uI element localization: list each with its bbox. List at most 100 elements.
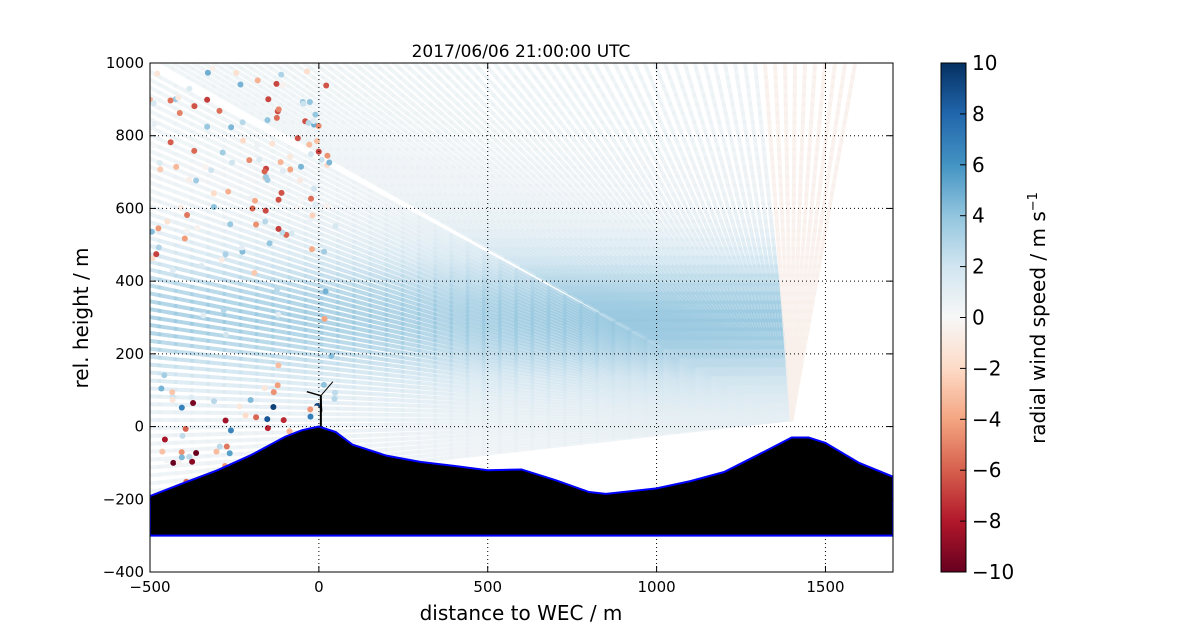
scan-ray-segment — [224, 280, 240, 284]
scan-ray-segment — [467, 376, 483, 378]
scan-ray-segment — [305, 390, 321, 391]
scan-ray-segment — [143, 340, 159, 342]
scan-ray-segment — [435, 393, 451, 394]
scan-ray-segment — [241, 446, 257, 447]
scan-ray-segment — [435, 453, 451, 455]
scan-ray-segment — [403, 396, 419, 397]
scan-ray-segment — [143, 124, 159, 131]
scan-ray-segment — [484, 385, 500, 387]
scan-ray-segment — [224, 385, 240, 386]
scan-ray-segment — [176, 442, 192, 443]
scan-ray-segment — [208, 247, 224, 252]
scan-ray-segment — [176, 276, 192, 280]
plot-area — [143, 59, 893, 572]
scan-ray-segment — [159, 365, 175, 366]
scan-ray-segment — [224, 399, 240, 400]
scan-ray-segment — [176, 260, 192, 264]
scan-ray-segment — [435, 449, 451, 450]
scan-ray-segment — [354, 317, 370, 321]
scan-ray-segment — [386, 325, 402, 329]
scan-ray-segment — [500, 440, 516, 441]
scan-ray-segment — [208, 326, 224, 329]
scan-ray-segment — [224, 364, 240, 366]
scan-ray-segment — [192, 191, 208, 197]
scan-ray-segment — [273, 381, 289, 382]
scan-ray-segment — [192, 250, 208, 255]
scan-ray-segment — [322, 327, 338, 330]
scan-ray-segment — [370, 363, 386, 365]
scan-ray-segment — [224, 392, 240, 393]
scan-ray-segment — [143, 268, 159, 272]
scan-ray-segment — [435, 402, 451, 403]
scan-ray-segment — [322, 298, 338, 302]
scan-ray-segment — [386, 330, 402, 334]
scan-ray-segment — [322, 368, 338, 370]
scan-ray-segment — [419, 365, 435, 367]
scan-ray-segment — [435, 385, 451, 387]
scan-ray-segment — [192, 361, 208, 363]
scan-ray-segment — [224, 315, 240, 318]
scan-ray-segment — [176, 314, 192, 317]
scan-ray-segment — [241, 291, 257, 295]
scan-ray-segment — [338, 302, 354, 306]
scan-ray-segment — [273, 305, 289, 309]
scan-ray-segment — [386, 405, 402, 406]
scan-ray-segment — [176, 382, 192, 383]
scan-ray-segment — [370, 373, 386, 375]
scan-ray-segment — [208, 182, 224, 189]
scan-ray-segment — [289, 370, 305, 372]
scan-ray-segment — [403, 333, 419, 337]
scan-ray-segment — [451, 373, 467, 375]
scan-ray-segment — [143, 482, 159, 484]
scan-ray-segment — [484, 441, 500, 442]
scan-ray-segment — [516, 445, 532, 447]
scan-ray-segment — [435, 436, 451, 437]
scatter-point — [186, 177, 192, 183]
scan-ray-segment — [192, 294, 208, 297]
scan-ray-segment — [484, 438, 500, 439]
scatter-point — [262, 385, 268, 391]
scan-ray-segment — [467, 380, 483, 382]
scatter-point — [167, 97, 173, 103]
scan-ray-segment — [484, 382, 500, 384]
chart-title: 2017/06/06 21:00:00 UTC — [412, 42, 631, 62]
scan-ray-segment — [403, 447, 419, 448]
scatter-point — [193, 450, 199, 456]
scan-ray-segment — [532, 410, 548, 411]
scatter-point — [275, 382, 281, 388]
scan-ray-segment — [257, 314, 273, 317]
scan-ray-segment — [208, 341, 224, 343]
scan-ray-segment — [241, 366, 257, 368]
scan-ray-segment — [143, 196, 159, 202]
scan-ray-segment — [208, 398, 224, 399]
scan-ray-segment — [159, 256, 175, 260]
scan-ray-segment — [159, 233, 175, 238]
scan-ray-segment — [159, 194, 175, 200]
scan-ray-segment — [370, 394, 386, 395]
scan-ray-segment — [208, 240, 224, 245]
scan-ray-segment — [289, 314, 305, 317]
scan-ray-segment — [143, 380, 159, 381]
scan-ray-segment — [159, 326, 175, 328]
scan-ray-segment — [484, 404, 500, 405]
scan-ray-segment — [400, 59, 410, 68]
scan-ray-segment — [208, 377, 224, 378]
scan-ray-segment — [403, 438, 419, 439]
scan-ray-segment — [143, 172, 159, 178]
scan-ray-segment — [257, 288, 273, 292]
scatter-point — [332, 390, 338, 396]
scan-ray-segment — [386, 365, 402, 367]
scan-ray-segment — [241, 257, 257, 262]
scatter-point — [168, 139, 174, 145]
scan-ray-segment — [192, 198, 208, 204]
scan-ray-segment — [419, 455, 435, 457]
scan-ray-segment — [386, 370, 402, 372]
scan-ray-segment — [241, 284, 257, 288]
scan-ray-segment — [289, 358, 305, 360]
scan-ray-segment — [419, 433, 435, 434]
scan-ray-segment — [224, 196, 240, 202]
scan-ray-segment — [289, 345, 305, 347]
scan-ray-segment — [192, 383, 208, 384]
scan-ray-segment — [322, 275, 338, 280]
